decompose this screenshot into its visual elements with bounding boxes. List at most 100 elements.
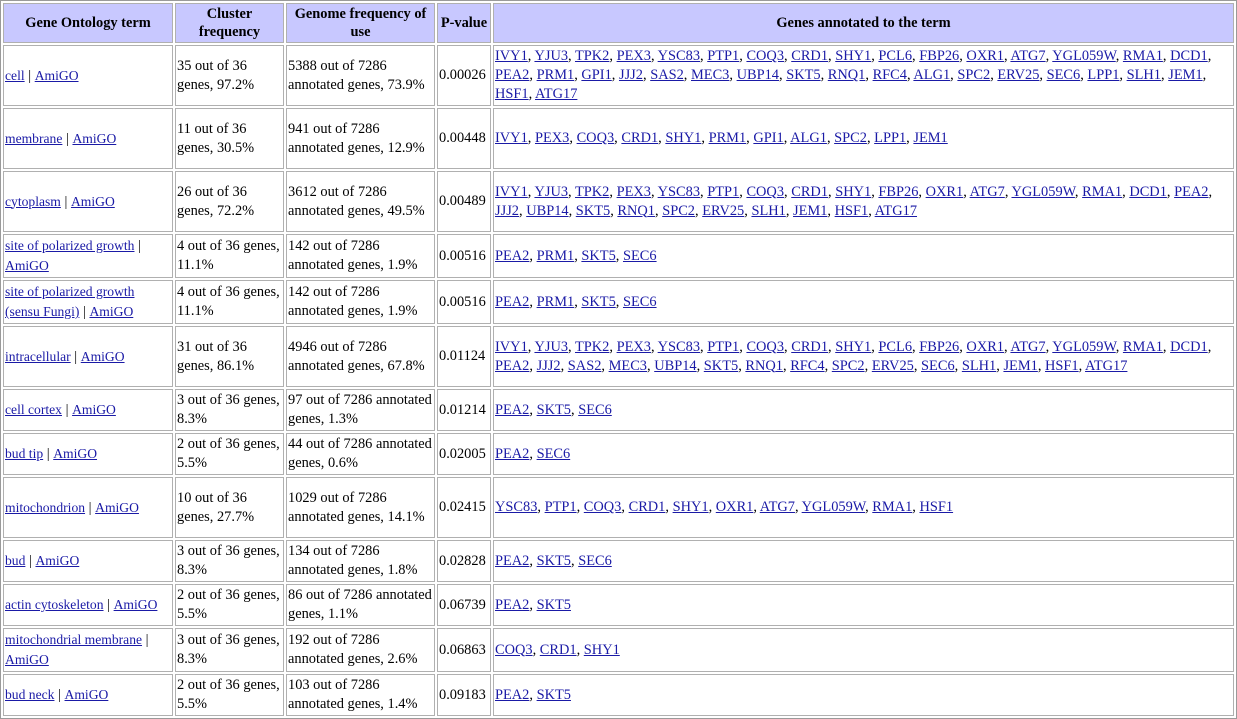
gene-link[interactable]: SHY1: [583, 641, 620, 658]
gene-link[interactable]: OXR1: [925, 183, 964, 200]
gene-link[interactable]: PEA2: [495, 293, 530, 310]
gene-link[interactable]: COQ3: [583, 499, 622, 515]
gene-link[interactable]: YJU3: [534, 338, 569, 355]
gene-link[interactable]: PEA2: [495, 596, 530, 613]
gene-link[interactable]: DCD1: [1129, 183, 1167, 200]
gene-link[interactable]: PEA2: [495, 686, 530, 703]
gene-link[interactable]: UBP14: [654, 357, 697, 374]
go-term-link[interactable]: mitochondrion: [5, 499, 86, 515]
gene-link[interactable]: UBP14: [526, 202, 569, 219]
gene-link[interactable]: YGL059W: [1011, 183, 1075, 200]
gene-link[interactable]: SKT5: [581, 247, 616, 264]
gene-link[interactable]: ERV25: [702, 202, 745, 219]
gene-link[interactable]: DCD1: [1170, 48, 1208, 64]
gene-link[interactable]: YJU3: [534, 183, 569, 200]
gene-link[interactable]: YSC83: [495, 499, 538, 515]
gene-link[interactable]: COQ3: [746, 48, 785, 64]
gene-link[interactable]: SKT5: [536, 686, 571, 703]
gene-link[interactable]: SHY1: [835, 338, 872, 355]
gene-link[interactable]: FBP26: [919, 338, 960, 355]
gene-link[interactable]: COQ3: [495, 641, 533, 658]
gene-link[interactable]: JEM1: [793, 202, 828, 219]
amigo-link[interactable]: AmiGO: [80, 348, 125, 364]
gene-link[interactable]: ERV25: [871, 357, 914, 374]
gene-link[interactable]: YJU3: [534, 48, 569, 64]
gene-link[interactable]: SLH1: [751, 202, 786, 219]
gene-link[interactable]: SEC6: [578, 552, 612, 569]
gene-link[interactable]: MEC3: [691, 67, 730, 83]
gene-link[interactable]: PEA2: [1174, 183, 1209, 200]
go-term-link[interactable]: cell: [5, 67, 25, 83]
gene-link[interactable]: PTP1: [707, 48, 740, 64]
gene-link[interactable]: PEA2: [495, 357, 530, 374]
gene-link[interactable]: SKT5: [786, 67, 821, 83]
gene-link[interactable]: PEX3: [534, 130, 570, 146]
gene-link[interactable]: PTP1: [544, 499, 577, 515]
gene-link[interactable]: COQ3: [746, 183, 785, 200]
gene-link[interactable]: COQ3: [576, 130, 615, 146]
amigo-link[interactable]: AmiGO: [113, 597, 158, 612]
go-term-link[interactable]: bud tip: [5, 446, 44, 461]
gene-link[interactable]: GPI1: [753, 130, 784, 146]
gene-link[interactable]: CRD1: [791, 183, 829, 200]
gene-link[interactable]: SAS2: [567, 357, 602, 374]
gene-link[interactable]: CRD1: [539, 641, 577, 658]
gene-link[interactable]: MEC3: [608, 357, 647, 374]
gene-link[interactable]: PEX3: [616, 338, 651, 355]
gene-link[interactable]: ATG7: [759, 499, 795, 515]
gene-link[interactable]: UBP14: [736, 67, 779, 83]
gene-link[interactable]: IVY1: [495, 183, 528, 200]
gene-link[interactable]: PEX3: [616, 183, 651, 200]
amigo-link[interactable]: AmiGO: [64, 687, 109, 702]
gene-link[interactable]: LPP1: [874, 130, 907, 146]
gene-link[interactable]: JEM1: [1168, 67, 1203, 83]
amigo-link[interactable]: AmiGO: [5, 258, 49, 273]
gene-link[interactable]: PEA2: [495, 247, 530, 264]
gene-link[interactable]: TPK2: [574, 183, 610, 200]
go-term-link[interactable]: actin cytoskeleton: [5, 597, 104, 612]
gene-link[interactable]: SPC2: [831, 357, 865, 374]
gene-link[interactable]: RMA1: [1082, 183, 1123, 200]
gene-link[interactable]: GPI1: [581, 67, 612, 83]
gene-link[interactable]: SEC6: [1046, 67, 1081, 83]
amigo-link[interactable]: AmiGO: [72, 130, 117, 146]
gene-link[interactable]: OXR1: [966, 48, 1005, 64]
gene-link[interactable]: PRM1: [536, 293, 575, 310]
gene-link[interactable]: PTP1: [707, 338, 740, 355]
gene-link[interactable]: SKT5: [536, 401, 571, 418]
gene-link[interactable]: SEC6: [536, 445, 571, 462]
gene-link[interactable]: ALG1: [790, 130, 827, 146]
gene-link[interactable]: LPP1: [1087, 67, 1120, 83]
gene-link[interactable]: JEM1: [1003, 357, 1038, 374]
gene-link[interactable]: PTP1: [707, 183, 740, 200]
gene-link[interactable]: SKT5: [575, 202, 611, 219]
gene-link[interactable]: RMA1: [1122, 338, 1163, 355]
gene-link[interactable]: JJJ2: [618, 67, 643, 83]
go-term-link[interactable]: bud neck: [5, 687, 55, 702]
gene-link[interactable]: TPK2: [574, 48, 610, 64]
amigo-link[interactable]: AmiGO: [89, 304, 134, 319]
gene-link[interactable]: SLH1: [961, 357, 997, 374]
gene-link[interactable]: YSC83: [657, 48, 701, 64]
gene-link[interactable]: YGL059W: [1052, 48, 1116, 64]
gene-link[interactable]: CRD1: [791, 48, 829, 64]
gene-link[interactable]: PRM1: [536, 247, 575, 264]
gene-link[interactable]: SPC2: [834, 130, 867, 146]
go-term-link[interactable]: cytoplasm: [5, 193, 61, 209]
gene-link[interactable]: ATG7: [1010, 338, 1046, 355]
gene-link[interactable]: FBP26: [878, 183, 919, 200]
amigo-link[interactable]: AmiGO: [72, 402, 116, 417]
gene-link[interactable]: IVY1: [495, 130, 528, 146]
gene-link[interactable]: CRD1: [621, 130, 659, 146]
gene-link[interactable]: PCL6: [878, 48, 913, 64]
gene-link[interactable]: PEA2: [495, 445, 530, 462]
gene-link[interactable]: SHY1: [672, 499, 709, 515]
gene-link[interactable]: JJJ2: [495, 202, 519, 219]
amigo-link[interactable]: AmiGO: [53, 446, 98, 461]
go-term-link[interactable]: cell cortex: [5, 402, 62, 417]
gene-link[interactable]: SAS2: [650, 67, 684, 83]
gene-link[interactable]: SPC2: [957, 67, 991, 83]
gene-link[interactable]: RMA1: [872, 499, 913, 515]
gene-link[interactable]: HSF1: [1045, 357, 1079, 374]
gene-link[interactable]: RMA1: [1122, 48, 1163, 64]
